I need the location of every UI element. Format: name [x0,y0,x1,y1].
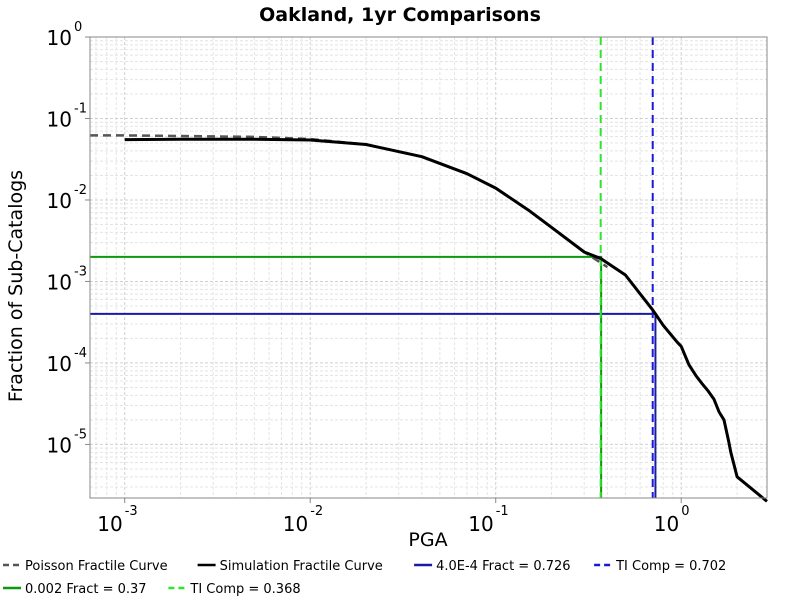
legend-label: TI Comp = 0.702 [615,559,726,574]
legend-item: TI Comp = 0.702 [594,559,726,574]
x-tick-exponent: -2 [310,504,323,519]
y-tick-exponent: 0 [74,20,82,35]
y-tick-base: 10 [47,352,72,376]
x-tick-label: 10-2 [283,504,323,536]
y-tick-label: 10 0 [47,20,83,50]
y-tick-exponent: -5 [74,427,87,442]
plot-area [89,36,768,499]
y-tick-exponent: -3 [74,264,87,279]
legend-item: Poisson Fractile Curve [3,559,168,574]
y-tick-base: 10 [47,107,72,131]
x-tick-base: 10 [283,512,308,536]
y-tick-base: 10 [47,433,72,457]
y-tick-label: 10 -5 [47,427,87,457]
legend-label: 4.0E-4 Fract = 0.726 [436,559,570,574]
x-tick-label: 100 [654,504,690,536]
y-axis-label: Fraction of Sub-Catalogs [5,170,27,402]
y-tick-base: 10 [47,26,72,50]
legend-item: 0.002 Fract = 0.37 [3,582,147,597]
x-tick-base: 10 [654,512,679,536]
y-tick-base: 10 [47,189,72,213]
x-tick-exponent: -3 [125,504,138,519]
legend-label: Simulation Fractile Curve [220,559,383,574]
y-tick-label: 10 -4 [47,346,87,376]
y-tick-exponent: -1 [74,101,87,116]
legend-item: 4.0E-4 Fract = 0.726 [414,559,571,574]
series-lines [90,134,768,503]
legend-label: 0.002 Fract = 0.37 [25,582,147,597]
x-tick-label: 10-3 [97,504,137,536]
x-tick-label: 10-1 [468,504,508,536]
legend-item: TI Comp = 0.368 [168,582,301,597]
plot-frame [89,36,768,499]
legend-label: Poisson Fractile Curve [25,559,168,574]
y-tick-base: 10 [47,270,72,294]
y-tick-exponent: -2 [74,183,87,198]
series-line-1 [124,137,768,503]
x-tick-exponent: -1 [496,504,509,519]
legend: Poisson Fractile Curve Simulation Fractil… [3,559,726,597]
legend-label: TI Comp = 0.368 [189,582,300,597]
x-tick-base: 10 [468,512,493,536]
x-axis-label: PGA [408,529,447,551]
y-tick-label: 10 -1 [47,101,87,131]
legend-item: Simulation Fractile Curve [197,559,383,574]
y-tick-exponent: -4 [74,346,87,361]
y-tick-label: 10 -3 [47,264,87,294]
x-tick-base: 10 [97,512,122,536]
y-tick-label: 10 -2 [47,183,87,213]
x-tick-exponent: 0 [681,504,689,519]
chart-title: Oakland, 1yr Comparisons [259,4,541,26]
